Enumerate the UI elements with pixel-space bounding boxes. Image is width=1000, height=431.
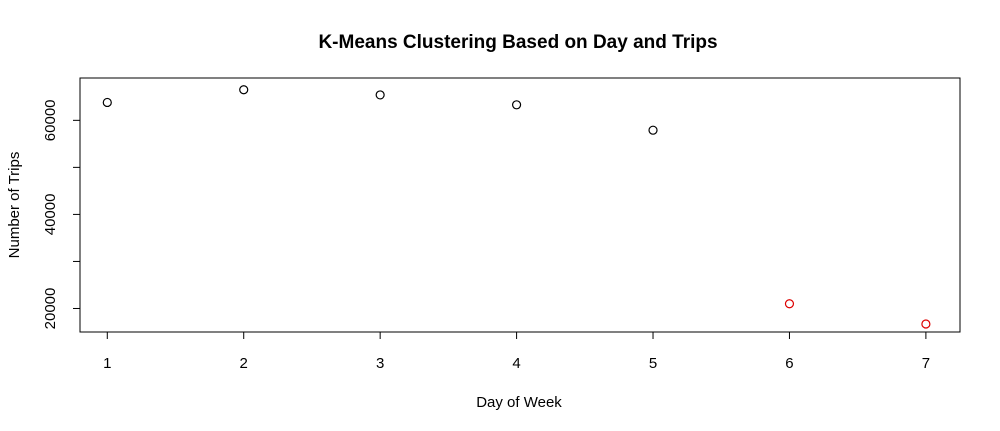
chart-title: K-Means Clustering Based on Day and Trip… (318, 32, 717, 53)
x-tick-label: 1 (103, 355, 111, 372)
data-point (102, 97, 112, 108)
data-point (648, 125, 658, 135)
y-tick-label: 40000 (42, 194, 59, 236)
data-point (921, 319, 931, 329)
x-axis: 1 2 3 4 5 6 7 (103, 331, 930, 372)
x-tick-label: 2 (240, 355, 248, 372)
x-axis-label: Day of Week (476, 394, 562, 411)
x-tick-label: 3 (376, 355, 384, 372)
y-axis-label: Number of Trips (6, 152, 23, 259)
y-tick-label: 20000 (42, 288, 59, 330)
x-tick-label: 4 (512, 355, 520, 372)
plot-frame (79, 77, 961, 333)
data-point (784, 299, 795, 309)
data-points (102, 85, 931, 329)
y-tick-label: 60000 (42, 99, 59, 141)
data-point (239, 85, 249, 95)
y-axis: 20000 40000 60000 (42, 99, 81, 330)
x-tick-label: 5 (649, 355, 657, 372)
data-point (375, 90, 385, 100)
x-tick-label: 7 (922, 355, 930, 372)
x-tick-label: 6 (785, 355, 793, 372)
data-point (511, 100, 522, 110)
